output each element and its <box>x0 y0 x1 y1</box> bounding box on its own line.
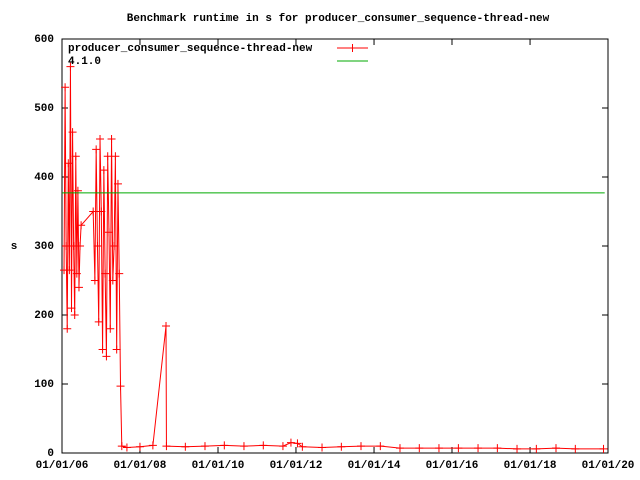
data-point <box>92 145 101 154</box>
x-tick-label: 01/01/18 <box>504 460 557 472</box>
data-point <box>66 62 75 71</box>
data-point <box>98 345 107 354</box>
data-point <box>94 317 103 326</box>
data-point <box>599 444 608 453</box>
data-point <box>162 442 171 451</box>
data-point <box>239 442 248 451</box>
data-point <box>181 442 190 451</box>
data-point <box>117 442 126 451</box>
y-axis-label: s <box>11 241 18 253</box>
data-point <box>116 382 125 391</box>
data-point <box>454 444 463 453</box>
data-point <box>103 152 112 161</box>
y-tick-label: 300 <box>34 241 54 253</box>
data-point <box>104 228 113 237</box>
data-point <box>106 324 115 333</box>
data-point <box>70 311 79 319</box>
data-point <box>61 83 70 92</box>
data-point <box>162 322 171 331</box>
chart-title: Benchmark runtime in s for producer_cons… <box>127 13 550 25</box>
data-point <box>97 207 106 216</box>
data-point <box>135 442 144 451</box>
x-tick-label: 01/01/16 <box>426 460 479 472</box>
y-tick-label: 200 <box>34 310 54 322</box>
data-point <box>65 266 74 275</box>
data-point <box>102 352 111 361</box>
data-point <box>77 221 86 230</box>
data-point <box>148 441 157 450</box>
y-tick-label: 0 <box>47 448 54 460</box>
data-point <box>90 276 99 285</box>
data-point <box>62 242 71 250</box>
data-point <box>357 442 366 451</box>
data-point <box>493 444 502 453</box>
data-point <box>415 444 424 453</box>
y-tick-label: 600 <box>34 34 54 46</box>
data-point <box>532 444 541 453</box>
data-point <box>107 135 116 144</box>
data-point <box>74 283 83 292</box>
data-point <box>298 442 307 451</box>
x-tick-label: 01/01/08 <box>114 460 167 472</box>
y-tick-label: 400 <box>34 172 54 184</box>
data-point <box>89 207 98 216</box>
data-point <box>122 443 131 452</box>
data-point <box>96 135 105 144</box>
data-point <box>395 444 404 453</box>
x-tick-label: 01/01/06 <box>36 460 89 472</box>
data-point <box>318 443 327 452</box>
data-point <box>71 152 80 161</box>
data-point <box>434 444 443 453</box>
y-tick-label: 500 <box>34 103 54 115</box>
data-point <box>112 345 121 354</box>
y-tick-label: 100 <box>34 379 54 391</box>
data-point <box>278 442 287 451</box>
data-point <box>113 179 122 188</box>
data-point <box>220 441 229 450</box>
data-point <box>108 276 117 285</box>
data-point <box>286 438 295 447</box>
data-point <box>101 269 110 278</box>
legend-label: 4.1.0 <box>68 56 101 68</box>
data-point <box>111 152 120 161</box>
data-point <box>76 242 85 250</box>
data-point <box>64 159 73 168</box>
x-tick-label: 01/01/14 <box>348 460 401 472</box>
data-point <box>513 444 522 453</box>
x-tick-label: 01/01/12 <box>270 460 323 472</box>
data-point <box>200 442 209 451</box>
data-point <box>571 444 580 453</box>
data-point <box>551 444 560 453</box>
x-tick-label: 01/01/10 <box>192 460 245 472</box>
data-point <box>110 242 119 250</box>
data-point <box>293 439 302 448</box>
data-point <box>73 186 82 195</box>
data-point <box>376 442 385 451</box>
data-point <box>72 269 81 278</box>
data-point <box>63 324 72 333</box>
data-point <box>259 441 268 450</box>
legend-marker <box>348 44 357 52</box>
legend-label: producer_consumer_sequence-thread-new <box>68 43 313 55</box>
data-point <box>93 242 102 250</box>
data-point <box>337 442 346 451</box>
x-tick-label: 01/01/20 <box>582 460 635 472</box>
data-point <box>67 304 76 313</box>
data-point <box>68 128 77 137</box>
data-point <box>474 444 483 453</box>
data-point <box>99 166 108 175</box>
data-point <box>115 269 124 278</box>
